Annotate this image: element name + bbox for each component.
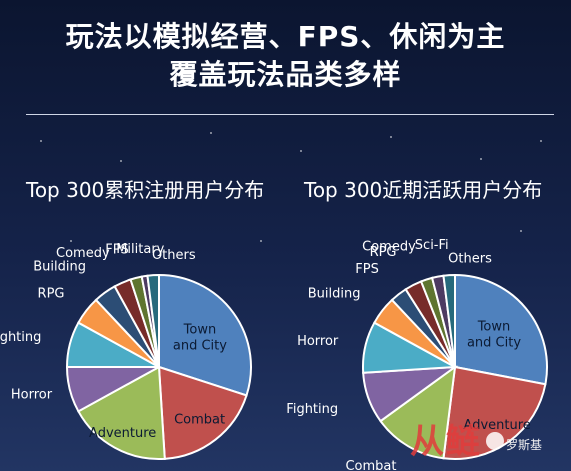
slice-label-others: Others bbox=[448, 252, 492, 267]
slice-label-town-and-city: Town and City bbox=[467, 320, 521, 351]
slice-label-town-and-city: Town and City bbox=[173, 322, 227, 353]
watermark-logo: 从鲢 bbox=[410, 422, 482, 462]
pie-slice-others bbox=[146, 273, 160, 368]
slice-label-horror: Horror bbox=[297, 334, 339, 349]
slice-label-comedy: Comedy bbox=[362, 239, 416, 254]
slice-label-fighting: Fighting bbox=[0, 330, 41, 345]
slice-label-building: Building bbox=[33, 260, 86, 275]
pie-slice-combat bbox=[157, 365, 248, 460]
slice-label-sci-fi: Sci-Fi bbox=[415, 238, 449, 253]
pie-slice-others bbox=[442, 273, 456, 368]
slice-label-adventure: Adventure bbox=[89, 426, 156, 441]
slice-label-adventure: Adventure bbox=[464, 418, 531, 433]
slice-label-fps: FPS bbox=[105, 242, 129, 257]
pie-slice-town-and-city bbox=[454, 273, 548, 386]
slice-label-building: Building bbox=[308, 287, 361, 302]
watermark-avatar-icon bbox=[486, 432, 504, 450]
title-divider bbox=[26, 114, 554, 115]
slice-label-combat: Combat bbox=[174, 412, 225, 427]
chart-title-recent: Top 300近期活跃用户分布 bbox=[304, 178, 543, 202]
slice-label-rpg: RPG bbox=[38, 287, 65, 302]
slice-label-others: Others bbox=[152, 248, 196, 263]
pie-1: Town and City Adventure Combat Fighting Horro… bbox=[286, 238, 548, 471]
pie-slice-combat bbox=[379, 364, 457, 460]
slice-label-fps: FPS bbox=[355, 262, 379, 277]
slice-label-comedy: Comedy bbox=[56, 246, 110, 261]
pie-slice-adventure bbox=[442, 365, 547, 460]
slice-label-horror: Horror bbox=[11, 387, 53, 402]
pie-slice-adventure bbox=[77, 365, 166, 460]
slice-label-military: Military bbox=[116, 242, 164, 257]
pie-slice-town-and-city bbox=[158, 273, 252, 397]
chart-title-cumulative: Top 300累积注册用户分布 bbox=[26, 178, 265, 202]
watermark: 从鲢 罗斯基 bbox=[410, 422, 560, 464]
slice-label-combat: Combat bbox=[345, 459, 396, 471]
title-line-2: 覆盖玩法品类多样 bbox=[169, 58, 402, 91]
slice-label-rpg: RPG bbox=[370, 245, 397, 260]
title-line-1: 玩法以模拟经营、FPS、休闲为主 bbox=[65, 20, 506, 53]
slice-label-fighting: Fighting bbox=[286, 402, 338, 417]
watermark-name: 罗斯基 bbox=[506, 438, 543, 452]
